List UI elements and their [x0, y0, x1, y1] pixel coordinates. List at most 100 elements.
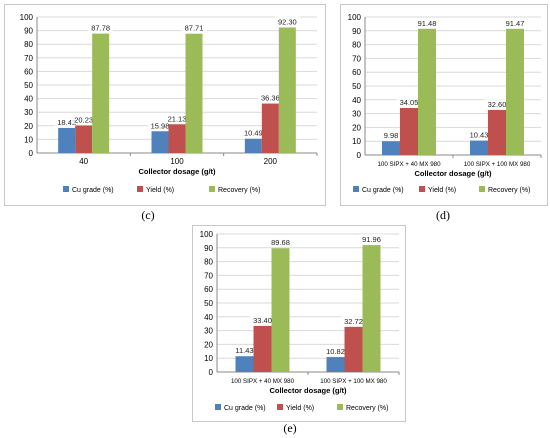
chart-d-legend-label: Yield (%) — [428, 187, 456, 194]
chart-c-x-tick-label: 100 — [170, 157, 184, 166]
chart-c-bar — [244, 138, 262, 153]
chart-e-x-tick-label: 100 SIPX + 40 MX 980 — [231, 378, 295, 385]
chart-panel-e: 0 10 20 30 40 50 60 70 80 90 100 11.43 33.40 89.68 100… — [192, 225, 406, 422]
chart-c-data-label-bg — [181, 22, 207, 33]
chart-c-data-label-bg — [240, 127, 266, 138]
chart-e-y-tick-label: 40 — [204, 313, 213, 322]
chart-e-y-tick-label: 10 — [204, 354, 213, 363]
chart-d-bar — [488, 110, 506, 155]
chart-c-data-label-bg — [71, 114, 97, 125]
chart-e-data-label-bg — [359, 234, 384, 245]
chart-e-bar — [344, 326, 363, 372]
chart-e-bar — [362, 245, 381, 372]
chart-e-y-tick-label: 70 — [204, 271, 213, 280]
chart-d-y-tick-label: 40 — [352, 96, 361, 105]
chart-c-legend-swatch — [137, 186, 143, 192]
chart-e-data-label-bg — [323, 346, 348, 357]
chart-c-y-tick-label: 100 — [20, 13, 34, 22]
chart-d-bar — [418, 28, 436, 156]
chart-c-bar — [92, 33, 110, 153]
chart-c-y-tick-label: 40 — [24, 95, 33, 104]
chart-e-y-tick-label: 20 — [204, 340, 213, 349]
chart-d-legend-swatch — [353, 186, 359, 192]
chart-c-x-axis-title: Collector dosage (g/t) — [138, 167, 216, 176]
chart-c-data-label-bg — [257, 92, 283, 103]
caption-d: (d) — [436, 208, 450, 222]
chart-e-bar — [235, 356, 254, 372]
chart-e-data-label-bg — [232, 345, 257, 356]
chart-e-y-tick-label: 90 — [204, 244, 213, 253]
chart-e-bar — [271, 248, 290, 372]
chart-d-legend-swatch — [419, 186, 425, 192]
chart-c-x-tick-label: 40 — [79, 157, 88, 166]
chart-c-y-tick-label: 0 — [29, 149, 34, 158]
chart-c-data-label: 87.71 — [185, 24, 204, 33]
chart-d-data-label-bg — [396, 97, 422, 108]
chart-d-x-axis-title: Collector dosage (g/t) — [414, 169, 492, 178]
chart-c-y-tick-label: 20 — [24, 122, 33, 131]
chart-d-bar — [382, 141, 400, 155]
chart-e-x-axis-title: Collector dosage (g/t) — [269, 386, 347, 395]
chart-e-data-label: 91.96 — [362, 235, 381, 244]
chart-d-y-tick-label: 50 — [352, 82, 361, 91]
chart-d-y-tick-label: 0 — [357, 151, 362, 160]
chart-c-bar — [151, 131, 169, 153]
chart-c-data-label: 20.23 — [74, 115, 93, 124]
chart-c-data-label: 15.98 — [151, 121, 170, 130]
chart-d-data-label-bg — [414, 17, 440, 28]
chart-c-bar — [185, 33, 203, 153]
chart-d-data-label-bg — [380, 130, 402, 141]
chart-d-data-label-bg — [466, 129, 492, 140]
chart-e-legend-label: Cu grade (%) — [224, 405, 266, 412]
chart-e-x-tick-label: 100 SIPX + 100 MX 980 — [320, 378, 387, 385]
chart-d-y-tick-label: 90 — [352, 27, 361, 36]
chart-d-data-label: 10.43 — [470, 131, 489, 140]
chart-d-data-label: 34.05 — [400, 98, 419, 107]
chart-d-y-tick-label: 70 — [352, 54, 361, 63]
chart-e-bar — [253, 325, 272, 372]
chart-c-y-tick-label: 30 — [24, 108, 33, 117]
chart-panel-d: 0 10 20 30 40 50 60 70 80 90 100 9.98 34.05 91.48 100 … — [340, 4, 548, 206]
chart-e-bar — [326, 357, 345, 372]
chart-d-data-label: 9.98 — [384, 131, 399, 140]
caption-e: (e) — [283, 421, 297, 435]
chart-c-data-label-bg — [274, 16, 300, 27]
chart-e-data-label-bg — [268, 237, 293, 248]
chart-c-data-label-bg — [88, 22, 114, 33]
chart-d-x-tick-label: 100 SIPX + 40 MX 980 — [377, 161, 441, 168]
chart-d-bar — [506, 28, 524, 155]
chart-e-y-tick-label: 50 — [204, 299, 213, 308]
chart-c-data-label: 18.42 — [57, 118, 76, 127]
chart-d-svg: 0 10 20 30 40 50 60 70 80 90 100 9.98 34.05 91.48 100 … — [348, 13, 542, 194]
chart-c-data-label: 21.13 — [168, 114, 187, 123]
chart-d-y-tick-label: 20 — [352, 123, 361, 132]
chart-c-data-label-bg — [164, 113, 190, 124]
chart-e-data-label: 33.40 — [253, 316, 272, 325]
chart-c-x-tick-label: 200 — [264, 157, 278, 166]
chart-d-bar — [400, 108, 418, 155]
chart-c-y-tick-label: 60 — [24, 67, 33, 76]
chart-e-data-label-bg — [341, 315, 366, 326]
chart-d-y-tick-label: 30 — [352, 110, 361, 119]
chart-c-legend-label: Recovery (%) — [218, 187, 260, 194]
chart-c-y-tick-label: 50 — [24, 81, 33, 90]
chart-e-data-label: 10.82 — [326, 347, 345, 356]
chart-e-y-tick-label: 80 — [204, 258, 213, 267]
chart-d-data-label: 91.47 — [506, 19, 525, 28]
chart-panel-c: 0 10 20 30 40 50 60 70 80 90 100 18.42 20.23 87.78 40 1… — [4, 4, 326, 206]
chart-e-legend-label: Recovery (%) — [346, 405, 388, 412]
chart-e-data-label-bg — [250, 314, 275, 325]
chart-c-legend-swatch — [209, 186, 215, 192]
chart-c-data-label-bg — [54, 116, 80, 127]
chart-c-data-label: 36.36 — [261, 94, 280, 103]
chart-d-legend-swatch — [479, 186, 485, 192]
caption-c: (c) — [141, 208, 155, 222]
chart-c-bar — [58, 127, 76, 153]
chart-c-data-label: 87.78 — [91, 24, 110, 33]
chart-d-data-label-bg — [502, 17, 528, 28]
chart-e-legend-label: Yield (%) — [286, 405, 314, 412]
chart-e-y-tick-label: 100 — [200, 230, 214, 239]
chart-d-data-label-bg — [484, 99, 510, 110]
chart-e-y-tick-label: 30 — [204, 327, 213, 336]
